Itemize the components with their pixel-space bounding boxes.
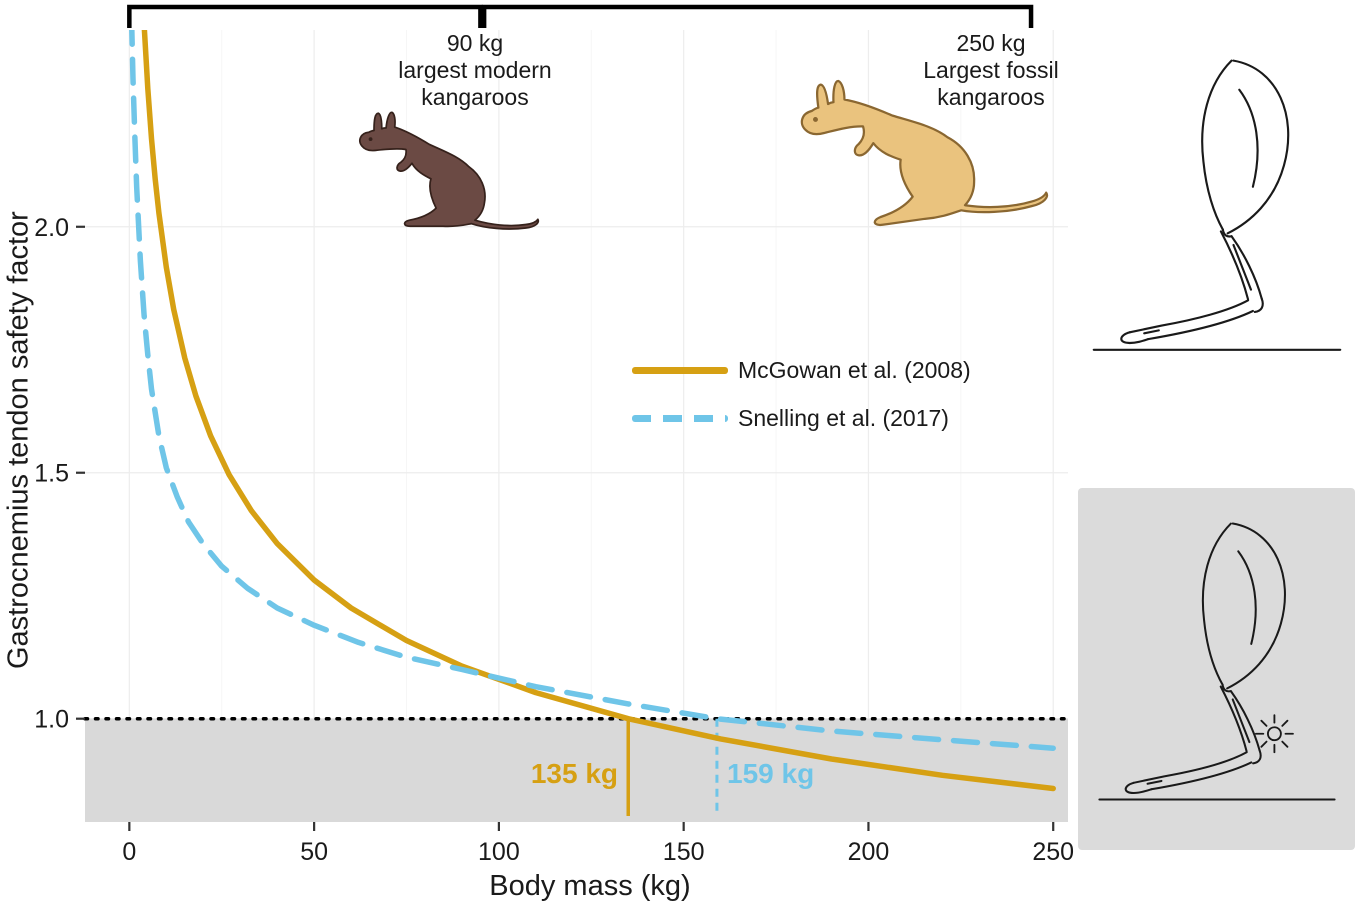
- snelling-threshold-label: 159 kg: [727, 758, 815, 789]
- tendon-rupture-burst-icon: [1254, 714, 1294, 754]
- x-tick-label: 250: [1032, 838, 1074, 866]
- snelling-line-sample-icon: [632, 414, 728, 422]
- legend: McGowan et al. (2008) Snelling et al. (2…: [632, 346, 971, 442]
- legend-label: Snelling et al. (2017): [738, 404, 949, 431]
- x-tick-label: 50: [300, 838, 328, 866]
- x-tick-label: 200: [848, 838, 890, 866]
- x-tick-label: 0: [122, 838, 136, 866]
- legend-item-snelling: Snelling et al. (2017): [632, 394, 971, 442]
- bracket-fossil: [481, 4, 1034, 28]
- y-axis-label: Gastrocnemius tendon safety factor: [2, 211, 35, 669]
- y-tick-label: 1.0: [34, 706, 69, 734]
- annotation-line: kangaroos: [421, 84, 529, 111]
- hindlimb-skeleton-ruptured-icon: [1092, 500, 1342, 836]
- x-axis-label: Body mass (kg): [489, 870, 691, 902]
- mcgowan-threshold-label: 135 kg: [530, 758, 618, 789]
- annotation-line: Largest fossil: [923, 57, 1059, 84]
- annotation-line: largest modern: [398, 57, 552, 84]
- tendon-failure-panel: [1078, 488, 1355, 850]
- chart-canvas: 0 50 100 150 200 250 1.0 1.5 2.0: [34, 4, 1074, 866]
- mcgowan-curve: [141, 30, 1056, 792]
- annotation-fossil-kangaroos: 250 kg Largest fossil kangaroos: [868, 30, 1114, 111]
- mcgowan-line-sample-icon: [632, 366, 728, 374]
- annotation-line: 250 kg: [956, 30, 1026, 56]
- legend-item-mcgowan: McGowan et al. (2008): [632, 346, 971, 394]
- modern-kangaroo-illustration-icon: [330, 96, 575, 234]
- x-tick-label: 150: [663, 838, 705, 866]
- snelling-curve: [129, 30, 1056, 751]
- fossil-kangaroo-illustration-icon: [779, 30, 1073, 246]
- y-tick-label: 1.5: [34, 460, 69, 488]
- legend-label: McGowan et al. (2008): [738, 356, 971, 383]
- x-tick-label: 100: [478, 838, 520, 866]
- y-tick-label: 2.0: [34, 214, 69, 242]
- bracket-modern: [127, 4, 483, 28]
- annotation-modern-kangaroos: 90 kg largest modern kangaroos: [352, 30, 598, 111]
- annotation-line: kangaroos: [937, 84, 1045, 111]
- annotation-line: 90 kg: [446, 30, 504, 56]
- hindlimb-skeleton-intact-icon: [1086, 26, 1348, 398]
